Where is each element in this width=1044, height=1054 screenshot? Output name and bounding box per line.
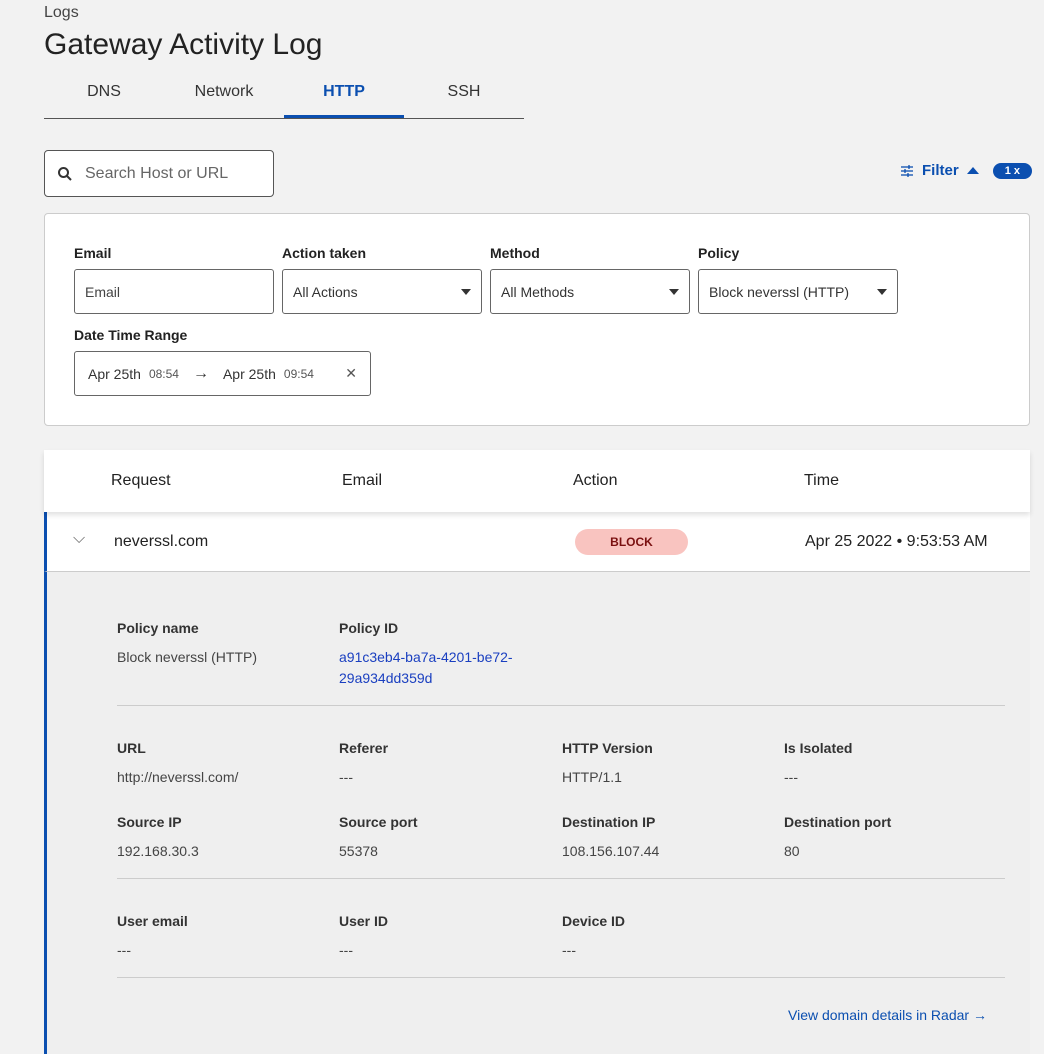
end-time: 09:54 bbox=[283, 366, 314, 381]
action-value: All Actions bbox=[293, 283, 358, 300]
tab-ssh[interactable]: SSH bbox=[447, 83, 481, 100]
col-request[interactable]: Request bbox=[111, 472, 171, 489]
search-placeholder: Search Host or URL bbox=[85, 164, 229, 182]
method-value: All Methods bbox=[501, 283, 575, 300]
radar-link[interactable]: View domain details in Radar → bbox=[788, 1007, 987, 1023]
table-row[interactable]: ⌵ neverssl.com BLOCK Apr 25 2022 • 9:53:… bbox=[44, 512, 1030, 572]
http-version-value: HTTP/1.1 bbox=[562, 769, 622, 785]
col-email[interactable]: Email bbox=[342, 472, 383, 489]
action-filter-label: Action taken bbox=[282, 245, 367, 261]
user-id-label: User ID bbox=[339, 913, 389, 929]
start-date: Apr 25th bbox=[88, 365, 141, 382]
start-time: 08:54 bbox=[148, 366, 179, 381]
device-id-value: --- bbox=[562, 942, 576, 958]
request-time: Apr 25 2022 • 9:53:53 AM bbox=[805, 533, 988, 550]
tab-network[interactable]: Network bbox=[194, 83, 254, 100]
source-ip-label: Source IP bbox=[117, 814, 182, 830]
is-isolated-value: --- bbox=[784, 769, 798, 785]
policy-id-link[interactable]: a91c3eb4-ba7a-4201-be72- bbox=[339, 649, 513, 665]
col-time[interactable]: Time bbox=[804, 472, 839, 489]
status-badge: BLOCK bbox=[575, 529, 688, 555]
method-filter-label: Method bbox=[490, 245, 540, 261]
destination-port-value: 80 bbox=[784, 843, 800, 859]
divider bbox=[117, 705, 1005, 706]
col-action[interactable]: Action bbox=[573, 472, 618, 489]
destination-port-label: Destination port bbox=[784, 814, 892, 830]
policy-select[interactable]: Block neverssl (HTTP) bbox=[698, 269, 898, 314]
http-version-label: HTTP Version bbox=[562, 740, 653, 756]
request-host: neverssl.com bbox=[114, 533, 209, 550]
divider bbox=[117, 878, 1005, 879]
method-select[interactable]: All Methods bbox=[490, 269, 690, 314]
email-filter-input[interactable]: Email bbox=[74, 269, 274, 314]
action-select[interactable]: All Actions bbox=[282, 269, 482, 314]
source-ip-value: 192.168.30.3 bbox=[117, 843, 199, 859]
device-id-label: Device ID bbox=[562, 913, 626, 929]
chevron-down-icon[interactable]: ⌵ bbox=[73, 530, 86, 547]
tabs: DNS Network HTTP SSH bbox=[44, 78, 524, 119]
filter-panel: Email Email Action taken All Actions Met… bbox=[44, 213, 1030, 426]
user-id-value: --- bbox=[339, 942, 353, 958]
log-table: Request Email Action Time ⌵ neverssl.com… bbox=[44, 450, 1030, 1054]
end-date: Apr 25th bbox=[222, 365, 276, 382]
filter-label: Filter bbox=[922, 162, 959, 179]
tab-dns[interactable]: DNS bbox=[87, 83, 121, 100]
policy-value: Block neverssl (HTTP) bbox=[709, 283, 850, 300]
page-title: Gateway Activity Log bbox=[44, 28, 323, 61]
search-input[interactable]: Search Host or URL bbox=[44, 150, 274, 197]
policy-name-label: Policy name bbox=[117, 620, 199, 636]
search-icon bbox=[58, 166, 72, 181]
source-port-label: Source port bbox=[339, 814, 418, 830]
date-range-picker[interactable]: Apr 25th 08:54 → Apr 25th 09:54 ✕ bbox=[74, 351, 371, 396]
date-range-label: Date Time Range bbox=[74, 327, 188, 343]
sliders-icon bbox=[901, 164, 913, 177]
divider bbox=[117, 977, 1005, 978]
filter-count-badge[interactable]: 1 x bbox=[992, 162, 1032, 179]
source-port-value: 55378 bbox=[339, 843, 378, 859]
referer-label: Referer bbox=[339, 740, 389, 756]
row-details: Policy name Block neverssl (HTTP) Policy… bbox=[44, 572, 1030, 1054]
caret-up-icon bbox=[966, 167, 979, 174]
table-header: Request Email Action Time bbox=[44, 450, 1030, 512]
caret-down-icon bbox=[669, 288, 679, 295]
email-placeholder: Email bbox=[85, 283, 121, 300]
policy-id-label: Policy ID bbox=[339, 620, 399, 636]
caret-down-icon bbox=[461, 288, 471, 295]
policy-name-value: Block neverssl (HTTP) bbox=[117, 649, 258, 665]
email-filter-label: Email bbox=[74, 245, 112, 261]
policy-id-link-cont[interactable]: 29a934dd359d bbox=[339, 670, 433, 686]
user-email-value: --- bbox=[117, 942, 131, 958]
destination-ip-label: Destination IP bbox=[562, 814, 656, 830]
referer-value: --- bbox=[339, 769, 353, 785]
url-value: http://neverssl.com/ bbox=[117, 769, 239, 785]
clear-icon[interactable]: ✕ bbox=[345, 365, 357, 381]
breadcrumb[interactable]: Logs bbox=[44, 4, 79, 21]
filter-button[interactable]: Filter 1 x bbox=[900, 162, 1032, 179]
url-label: URL bbox=[117, 740, 146, 756]
user-email-label: User email bbox=[117, 913, 188, 929]
destination-ip-value: 108.156.107.44 bbox=[562, 843, 660, 859]
caret-down-icon bbox=[877, 288, 887, 295]
tab-http[interactable]: HTTP bbox=[284, 78, 404, 118]
policy-filter-label: Policy bbox=[698, 245, 740, 261]
arrow-right-icon: → bbox=[192, 364, 209, 382]
is-isolated-label: Is Isolated bbox=[784, 740, 853, 756]
